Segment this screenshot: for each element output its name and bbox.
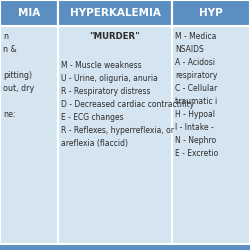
Text: HYP: HYP: [199, 8, 223, 18]
Text: N - Nephro: N - Nephro: [175, 136, 216, 145]
Text: R - Reflexes, hyperreflexia, or: R - Reflexes, hyperreflexia, or: [61, 126, 174, 135]
Bar: [172, 26, 250, 244]
Text: respiratory: respiratory: [175, 71, 218, 80]
Text: n: n: [3, 32, 8, 41]
Text: H - Hypoal: H - Hypoal: [175, 110, 215, 119]
Bar: [58, 26, 172, 244]
Text: NSAIDS: NSAIDS: [175, 45, 204, 54]
Text: A - Acidosi: A - Acidosi: [175, 58, 215, 67]
Text: E - ECG changes: E - ECG changes: [61, 113, 124, 122]
Text: traumatic i: traumatic i: [175, 97, 217, 106]
Bar: [0, 244, 250, 250]
Text: n &: n &: [3, 45, 17, 54]
Text: pitting): pitting): [3, 71, 32, 80]
Text: HYPERKALEMIA: HYPERKALEMIA: [70, 8, 160, 18]
Bar: [0, 0, 58, 26]
Text: D - Decreased cardiac contractility: D - Decreased cardiac contractility: [61, 100, 194, 109]
Text: M - Medica: M - Medica: [175, 32, 216, 41]
Text: out, dry: out, dry: [3, 84, 34, 93]
Text: E - Excretio: E - Excretio: [175, 149, 218, 158]
Text: M - Muscle weakness: M - Muscle weakness: [61, 61, 142, 70]
Bar: [0, 26, 58, 244]
Bar: [58, 0, 172, 26]
Text: areflexia (flaccid): areflexia (flaccid): [61, 139, 128, 148]
Text: MIA: MIA: [18, 8, 40, 18]
Text: "MURDER": "MURDER": [90, 32, 140, 41]
Text: U - Urine, oliguria, anuria: U - Urine, oliguria, anuria: [61, 74, 158, 83]
Text: R - Respiratory distress: R - Respiratory distress: [61, 87, 150, 96]
Text: I - Intake -: I - Intake -: [175, 123, 214, 132]
Text: ne:: ne:: [3, 110, 16, 119]
Bar: [172, 0, 250, 26]
Text: C - Cellular: C - Cellular: [175, 84, 217, 93]
